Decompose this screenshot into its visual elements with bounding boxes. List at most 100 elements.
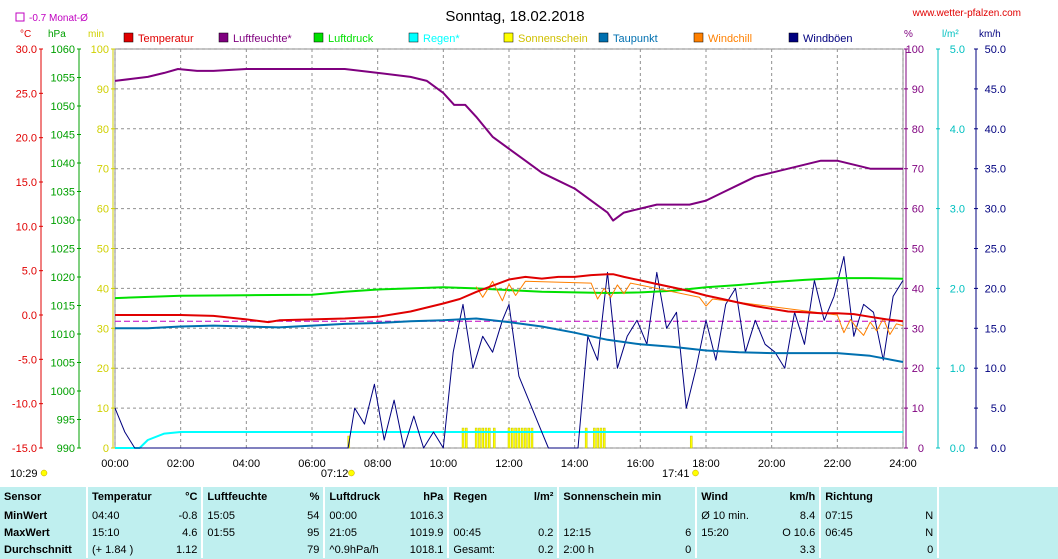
stats-cell: Ø 10 min. (695, 507, 764, 524)
stats-table: Sensor Temperatur °C Luftfeuchte % Luftd… (0, 487, 1058, 558)
sunshine-bar (599, 427, 603, 449)
series-line-windchill (475, 280, 904, 336)
sun-axis-tick-label: 80 (97, 124, 109, 136)
stats-header-wind-unit: km/h (789, 491, 816, 503)
stats-cell: ^0.9hPa/h (323, 541, 396, 558)
pressure-axis-tick-label: 990 (57, 443, 75, 455)
legend-swatch (218, 32, 229, 43)
series-line-taupunkt (115, 317, 904, 363)
stats-cell (201, 541, 300, 558)
x-tick-label: 00:00 (101, 458, 129, 470)
wind-axis-tick-label: 40.0 (985, 124, 1006, 136)
stats-cell: 0.2 (538, 543, 554, 556)
temp-axis-tick-label: -10.0 (12, 399, 37, 411)
stats-cell: N (925, 509, 934, 522)
temp-axis-tick-label: 10.0 (16, 221, 37, 233)
stats-header-rain-unit: l/m² (533, 491, 554, 503)
sunshine-bar (517, 427, 521, 449)
stats-cell: 15:20 (695, 524, 764, 541)
stats-header-sensor: Sensor (4, 491, 42, 503)
legend-swatch (503, 32, 514, 43)
sun-axis-tick-label: 50 (97, 244, 109, 256)
stats-cell: (+ 1.84 ) (86, 541, 172, 558)
stats-cell: 1018.1 (409, 543, 444, 556)
temp-axis-tick-label: 5.0 (22, 266, 37, 278)
stats-cell: 1016.3 (409, 509, 444, 522)
x-tick-label: 14:00 (561, 458, 589, 470)
temp-axis-tick-label: 0.0 (22, 310, 37, 322)
legend-label: Windböen (803, 33, 853, 45)
legend-swatch (598, 32, 609, 43)
series-line-temperatur (115, 273, 904, 324)
rain-axis-tick-label: 5.0 (950, 44, 965, 56)
sunshine-bar (484, 427, 488, 449)
pressure-axis-tick-label: 1015 (51, 301, 75, 313)
humidity-axis-tick-label: 60 (912, 204, 924, 216)
series-layer (114, 68, 904, 449)
x-tick-label: 24:00 (889, 458, 917, 470)
humidity-axis-tick-label: 90 (912, 84, 924, 96)
stats-cell: 07:15 (819, 507, 892, 524)
sunset-icon (692, 469, 699, 477)
x-tick-label: 08:00 (364, 458, 392, 470)
stats-cell: N (925, 526, 934, 539)
sun-axis-tick-label: 60 (97, 204, 109, 216)
site-url[interactable]: www.wetter-pfalzen.com (912, 8, 1021, 19)
legend-label: Regen* (423, 33, 460, 45)
stats-header-humidity-unit: % (309, 491, 320, 503)
stats-header-row: Sensor Temperatur °C Luftfeuchte % Luftd… (0, 487, 1058, 507)
weather-chart: Sonntag, 18.02.2018 www.wetter-pfalzen.c… (10, 8, 1021, 480)
stats-header-sun-unit (665, 487, 696, 507)
sunshine-bar (689, 435, 693, 449)
sun-axis-tick-label: 0 (103, 443, 109, 455)
sunshine-bar (596, 427, 599, 449)
pressure-axis-tick-label: 1005 (51, 358, 75, 370)
humidity-axis-tick-label: 20 (912, 363, 924, 375)
sunshine-bar (514, 427, 517, 449)
legend-swatch (123, 32, 134, 43)
stats-cell: 79 (307, 543, 320, 556)
unit-humidity: % (904, 29, 913, 40)
x-tick-label: 18:00 (692, 458, 720, 470)
stats-row-label: MinWert (4, 509, 48, 522)
sunshine-bar (465, 427, 468, 449)
x-tick-label: 02:00 (167, 458, 195, 470)
sunshine-bar (524, 427, 527, 449)
stats-cell: 1.12 (176, 543, 198, 556)
stats-cell: 21:05 (323, 524, 396, 541)
monthly-avg-label: -0.7 Monat-Ø (29, 13, 88, 24)
stats-header-humidity: Luftfeuchte (201, 487, 300, 507)
stats-header-rain: Regen (447, 487, 518, 507)
x-tick-label: 04:00 (233, 458, 261, 470)
sunshine-bar (520, 427, 524, 449)
wind-axis-tick-label: 5.0 (991, 403, 1006, 415)
stats-cell (557, 507, 666, 524)
temp-axis-tick-label: 15.0 (16, 177, 37, 189)
stats-cell: 8.4 (799, 509, 816, 522)
axes: 00:00 02:00 04:00 06:00 08:00 10:00 12:00 14:00… (12, 44, 1006, 470)
axis-units: °C hPa min% l/m² km/h (20, 29, 1001, 40)
x-tick-label: 22:00 (824, 458, 852, 470)
humidity-axis-tick-label: 100 (906, 44, 924, 56)
stats-cell: 0 (685, 543, 692, 556)
stats-cell (665, 507, 696, 524)
stats-cell (447, 507, 518, 524)
series-line-windben (114, 256, 904, 449)
humidity-axis-tick-label: 40 (912, 283, 924, 295)
stats-header-sun: Sonnenschein min (557, 487, 666, 507)
pressure-axis-tick-label: 1025 (51, 244, 75, 256)
x-tick-label: 10:00 (430, 458, 458, 470)
rain-axis-tick-label: 4.0 (950, 124, 965, 136)
legend-label: Windchill (708, 33, 752, 45)
pressure-axis-tick-label: 1020 (51, 272, 75, 284)
sun-axis-tick-label: 20 (97, 363, 109, 375)
legend: Temperatur Luftfeuchte* Luftdruck Regen* Son… (123, 32, 853, 45)
sunshine-bar (602, 427, 606, 449)
stats-header-temp: Temperatur (86, 487, 172, 507)
sunshine-bar (481, 427, 484, 449)
stats-cell: 54 (307, 509, 320, 522)
sunshine-bar (511, 427, 514, 449)
sunshine-bar (584, 427, 588, 449)
stats-cell: 1019.9 (409, 526, 444, 539)
sunshine-bar (593, 427, 596, 449)
